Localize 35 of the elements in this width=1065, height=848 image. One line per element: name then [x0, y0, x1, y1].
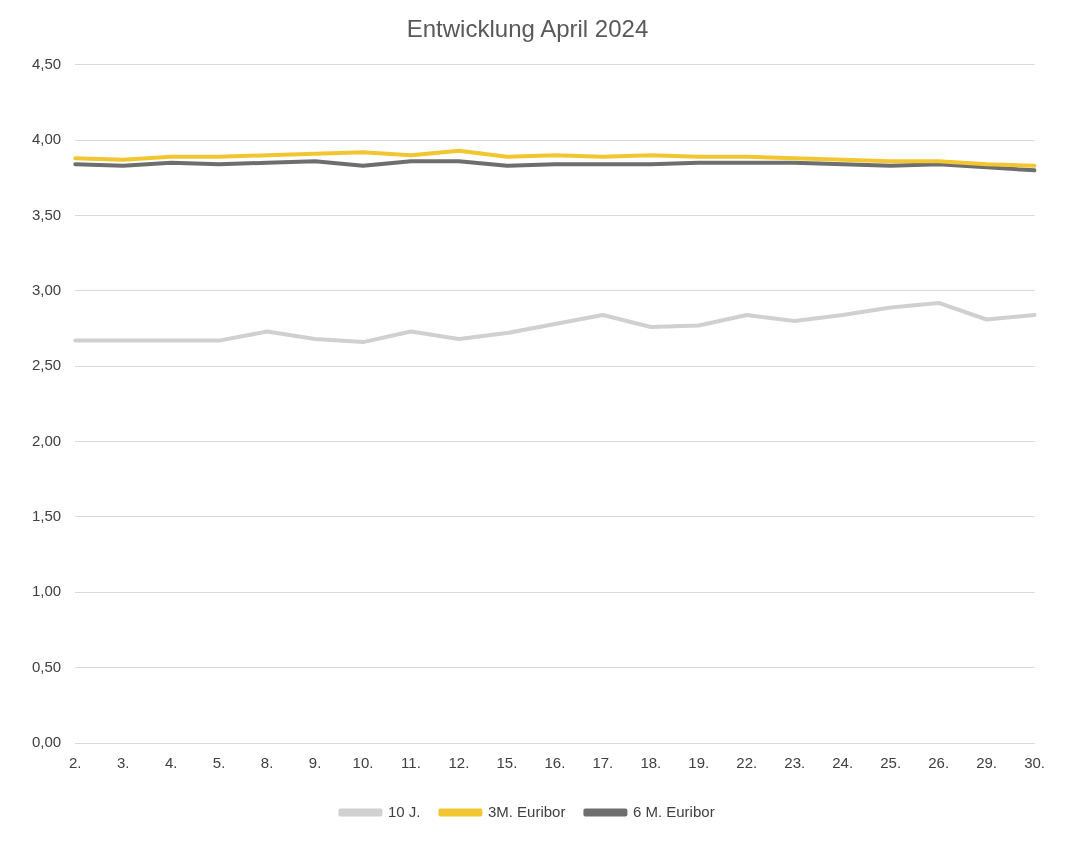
- x-tick-label: 22.: [736, 754, 758, 772]
- x-tick-label: 18.: [640, 754, 662, 772]
- y-tick-label: 3,50: [31, 205, 62, 223]
- x-tick-label: 4.: [164, 754, 178, 772]
- x-tick-label: 30.: [1024, 754, 1045, 772]
- y-tick-label: 0,00: [31, 733, 62, 751]
- x-tick-label: 9.: [308, 754, 322, 772]
- x-tick-label: 29.: [976, 754, 998, 772]
- x-tick-label: 8.: [260, 754, 274, 772]
- y-tick-label: 1,50: [31, 507, 62, 525]
- x-tick-label: 26.: [928, 754, 950, 772]
- y-tick-label: 3,00: [31, 281, 62, 299]
- x-tick-label: 12.: [448, 754, 470, 772]
- y-tick-label: 2,00: [31, 431, 62, 449]
- y-tick-label: 4,50: [31, 54, 62, 72]
- y-tick-label: 0,50: [31, 657, 62, 675]
- x-tick-label: 3.: [116, 754, 130, 772]
- legend-label: 6 M. Euribor: [632, 802, 715, 820]
- legend-label: 10 J.: [387, 802, 421, 820]
- x-tick-label: 5.: [212, 754, 226, 772]
- x-tick-label: 16.: [544, 754, 566, 772]
- legend-label: 3M. Euribor: [487, 802, 566, 820]
- x-tick-label: 17.: [592, 754, 614, 772]
- x-tick-label: 23.: [784, 754, 806, 772]
- x-tick-label: 24.: [832, 754, 854, 772]
- x-tick-label: 15.: [496, 754, 518, 772]
- chart-title: Entwicklung April 2024: [406, 15, 649, 43]
- y-tick-label: 2,50: [31, 356, 62, 374]
- x-tick-label: 19.: [688, 754, 710, 772]
- x-tick-label: 11.: [401, 754, 421, 772]
- x-tick-label: 10.: [352, 754, 374, 772]
- y-tick-label: 1,00: [31, 582, 62, 600]
- y-tick-label: 4,00: [31, 130, 62, 148]
- x-tick-label: 25.: [880, 754, 902, 772]
- x-tick-label: 2.: [68, 754, 82, 772]
